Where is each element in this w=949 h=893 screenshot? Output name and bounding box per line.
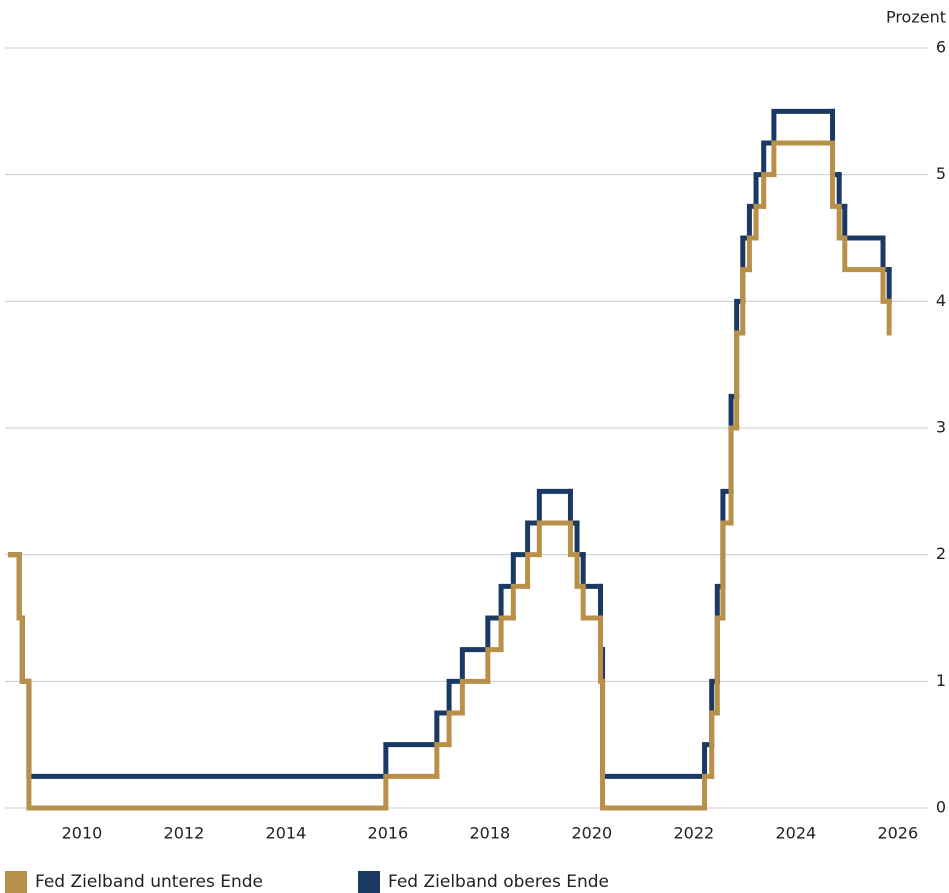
line-step xyxy=(836,172,848,209)
line-step xyxy=(567,488,580,526)
y-unit-label: Prozent xyxy=(886,8,946,27)
line-step xyxy=(598,615,606,684)
line-step xyxy=(459,647,491,684)
x-tick-label: 2026 xyxy=(877,824,918,843)
line-step xyxy=(446,678,465,716)
line-step xyxy=(842,235,886,273)
line-step xyxy=(16,552,25,621)
y-tick-label: 6 xyxy=(936,38,946,57)
line-step xyxy=(771,108,836,146)
line-step xyxy=(728,425,740,526)
line-step xyxy=(574,520,586,558)
line-step xyxy=(434,710,452,748)
line-step xyxy=(600,678,708,811)
legend-label: Fed Zielband unteres Ende xyxy=(35,872,263,892)
line-step xyxy=(525,552,542,589)
line-step xyxy=(536,488,573,526)
line-step xyxy=(510,583,531,621)
line-step xyxy=(746,235,759,273)
line-step xyxy=(459,678,491,716)
line-step xyxy=(720,520,734,621)
y-tick-label: 3 xyxy=(936,418,946,437)
x-tick-label: 2024 xyxy=(775,824,816,843)
y-tick-label: 4 xyxy=(936,291,946,310)
x-tick-label: 2022 xyxy=(673,824,714,843)
legend-swatch xyxy=(5,871,27,893)
line-step xyxy=(383,773,440,811)
line-step xyxy=(580,583,604,621)
x-tick-label: 2016 xyxy=(368,824,409,843)
line-step xyxy=(434,742,452,779)
x-tick-label: 2020 xyxy=(571,824,612,843)
line-step xyxy=(714,615,726,716)
line-step xyxy=(580,552,604,589)
line-step xyxy=(383,742,440,779)
line-step xyxy=(26,678,389,779)
legend-swatch xyxy=(358,871,380,893)
line-step xyxy=(525,520,542,558)
line-step xyxy=(485,615,504,653)
line-step xyxy=(498,583,516,621)
line-step xyxy=(771,140,836,178)
x-tick-label: 2014 xyxy=(266,824,307,843)
x-tick-label: 2010 xyxy=(62,824,103,843)
line-step xyxy=(880,235,892,273)
line-step xyxy=(536,520,573,558)
x-tick-label: 2018 xyxy=(470,824,511,843)
line-step xyxy=(510,552,531,589)
line-step xyxy=(485,647,504,684)
y-tick-label: 1 xyxy=(936,671,946,690)
line-step xyxy=(446,710,465,748)
line-step xyxy=(26,678,389,811)
x-tick-label: 2012 xyxy=(164,824,205,843)
line-step xyxy=(498,615,516,653)
line-step xyxy=(761,172,777,209)
line-step xyxy=(761,140,777,178)
line-step xyxy=(600,647,708,779)
line-step xyxy=(734,330,746,431)
line-step xyxy=(842,203,886,241)
y-tick-label: 2 xyxy=(936,544,946,563)
y-tick-label: 0 xyxy=(936,798,946,817)
line-step xyxy=(753,172,767,209)
line-step xyxy=(709,710,720,779)
legend-label: Fed Zielband oberes Ende xyxy=(388,872,609,892)
line-step xyxy=(753,203,767,241)
line-step xyxy=(19,615,32,684)
line-step xyxy=(702,773,715,811)
y-tick-label: 5 xyxy=(936,164,946,183)
